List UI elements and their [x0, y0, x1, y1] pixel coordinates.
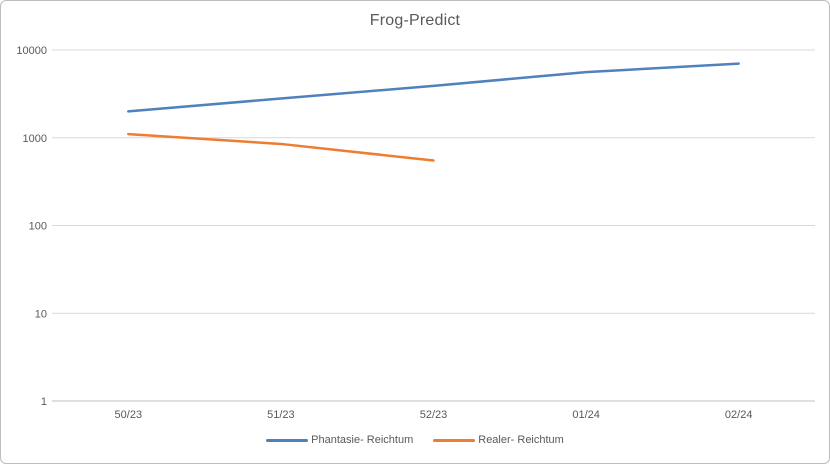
- y-tick-label-100: 100: [29, 221, 47, 233]
- legend-item-realer: Realer- Reichtum: [433, 434, 564, 446]
- legend-item-phantasie: Phantasie- Reichtum: [266, 434, 413, 446]
- series-line-1: [127, 132, 435, 162]
- x-tick-label-1: 51/23: [267, 409, 295, 421]
- legend-line-swatch-orange: [433, 438, 476, 442]
- x-tick-label-3: 01/24: [572, 409, 600, 421]
- series-line-0: [127, 62, 740, 113]
- x-tick-label-2: 52/23: [420, 409, 448, 421]
- x-tick-label-0: 50/23: [115, 409, 143, 421]
- chart-title: Frog-Predict: [369, 12, 461, 29]
- y-tick-label-10000: 10000: [16, 45, 47, 57]
- y-tick-label-10: 10: [35, 308, 47, 320]
- y-tick-label-1000: 1000: [23, 133, 47, 145]
- y-tick-label-1: 1: [41, 396, 47, 408]
- legend-line-swatch-blue: [266, 438, 309, 442]
- legend-label: Phantasie- Reichtum: [311, 434, 414, 446]
- legend-label: Realer- Reichtum: [478, 434, 564, 446]
- x-tick-label-4: 02/24: [725, 409, 753, 421]
- legend: Phantasie- Reichtum Realer- Reichtum: [1, 434, 829, 446]
